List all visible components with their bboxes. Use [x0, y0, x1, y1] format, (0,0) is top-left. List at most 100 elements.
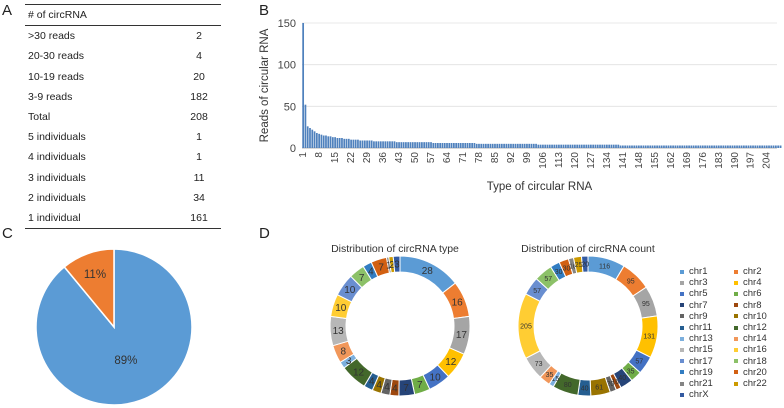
bar	[498, 143, 501, 148]
x-tick-label: 120	[570, 152, 581, 169]
legend-item: chr11	[680, 321, 712, 334]
table-row: >30 reads 2	[25, 26, 221, 47]
donut-segment-label: 20	[607, 381, 615, 388]
row-label: Total	[28, 111, 51, 124]
legend-item: chr4	[734, 276, 761, 289]
legend-swatch	[680, 381, 684, 386]
donut-segment	[580, 255, 589, 273]
x-tick-label: 64	[442, 152, 453, 164]
legend-item: chr20	[734, 366, 767, 379]
bar	[320, 134, 323, 148]
chromosome-donut-charts: Distribution of circRNA type281617121077…	[329, 243, 659, 397]
row-value: 1	[196, 131, 202, 144]
bar	[482, 143, 485, 148]
row-value: 34	[193, 191, 205, 204]
bar	[414, 142, 416, 148]
donut-title: Distribution of circRNA count	[521, 243, 655, 255]
bar	[679, 145, 681, 148]
legend-item: chr17	[680, 355, 713, 368]
donut-segment-label: 73	[535, 361, 543, 368]
bar	[542, 144, 544, 148]
bar	[633, 145, 636, 148]
bar	[688, 145, 690, 148]
table-header: # of circRNA	[28, 9, 87, 22]
bar	[747, 145, 750, 148]
bar	[587, 144, 590, 148]
bar	[717, 145, 720, 148]
donut-segment-label: 28	[422, 266, 434, 277]
bar	[389, 141, 391, 148]
bar	[578, 144, 581, 148]
bar	[452, 143, 455, 148]
bar	[699, 145, 702, 148]
bar	[560, 144, 563, 148]
bar	[315, 133, 318, 148]
row-value: 2	[196, 30, 202, 43]
legend-swatch	[680, 280, 684, 285]
x-tick-label: 36	[378, 152, 389, 164]
bar	[727, 145, 729, 148]
bar	[640, 145, 642, 148]
x-tick-label: 78	[474, 152, 485, 164]
legend-item: chr21	[680, 377, 713, 390]
bar	[503, 143, 505, 148]
x-tick-label: 127	[586, 152, 597, 169]
row-label: 2 individuals	[28, 191, 86, 204]
bar	[313, 131, 316, 148]
legend-label: chrX	[689, 389, 709, 401]
donut-title: Distribution of circRNA type	[331, 243, 459, 255]
legend-swatch	[680, 359, 684, 364]
donut-segment-label: 10	[344, 285, 356, 296]
donut-segment-label: 40	[618, 375, 626, 382]
bar	[521, 143, 524, 148]
legend-label: chr12	[743, 322, 767, 333]
donut-segment-label: 30	[555, 269, 563, 276]
bar	[653, 145, 656, 148]
x-tick-label: 176	[698, 152, 709, 169]
row-label: 10-19 reads	[28, 70, 85, 83]
bar	[551, 144, 553, 148]
x-tick-label: 43	[394, 152, 405, 164]
donut-segment-label: 57	[533, 288, 541, 295]
table-row: 1 individual 161	[25, 208, 221, 229]
legend-label: chr6	[743, 288, 762, 300]
x-tick-label: 1	[298, 152, 309, 158]
legend-swatch	[734, 291, 738, 296]
donut-segment-label: 1	[386, 260, 392, 271]
legend-label: chr4	[743, 277, 762, 289]
bar	[558, 144, 560, 148]
bar	[615, 144, 617, 148]
bar	[532, 143, 535, 148]
legend-label: chr17	[689, 355, 713, 367]
bar	[425, 142, 428, 148]
donut-segment-label: 20	[581, 262, 589, 269]
bar	[466, 143, 469, 148]
bar	[484, 143, 487, 148]
legend-item: chr14	[734, 332, 767, 345]
bar	[583, 144, 585, 148]
donut-segment-label: 7	[417, 380, 423, 391]
bar	[624, 145, 627, 148]
x-tick-label: 148	[634, 152, 645, 169]
bar	[756, 145, 759, 148]
bar	[430, 142, 432, 148]
table-row: Total 208	[25, 107, 221, 127]
bar	[628, 145, 631, 148]
panel-label-b: B	[259, 2, 270, 19]
bar	[665, 145, 668, 148]
bar	[409, 142, 412, 148]
bar	[455, 143, 458, 148]
bar	[754, 145, 757, 148]
legend-label: chr20	[743, 366, 767, 378]
bar	[368, 140, 371, 148]
bar	[379, 141, 382, 148]
bar	[448, 143, 451, 148]
bar	[459, 143, 462, 148]
legend-label: chr7	[689, 299, 708, 311]
legend-swatch	[734, 347, 738, 352]
x-tick-label: 85	[490, 152, 501, 164]
table-row: 10-19 reads 20	[25, 67, 221, 87]
bar	[464, 143, 467, 148]
legend-label: chr22	[743, 378, 767, 389]
x-tick-label: 57	[426, 152, 437, 164]
